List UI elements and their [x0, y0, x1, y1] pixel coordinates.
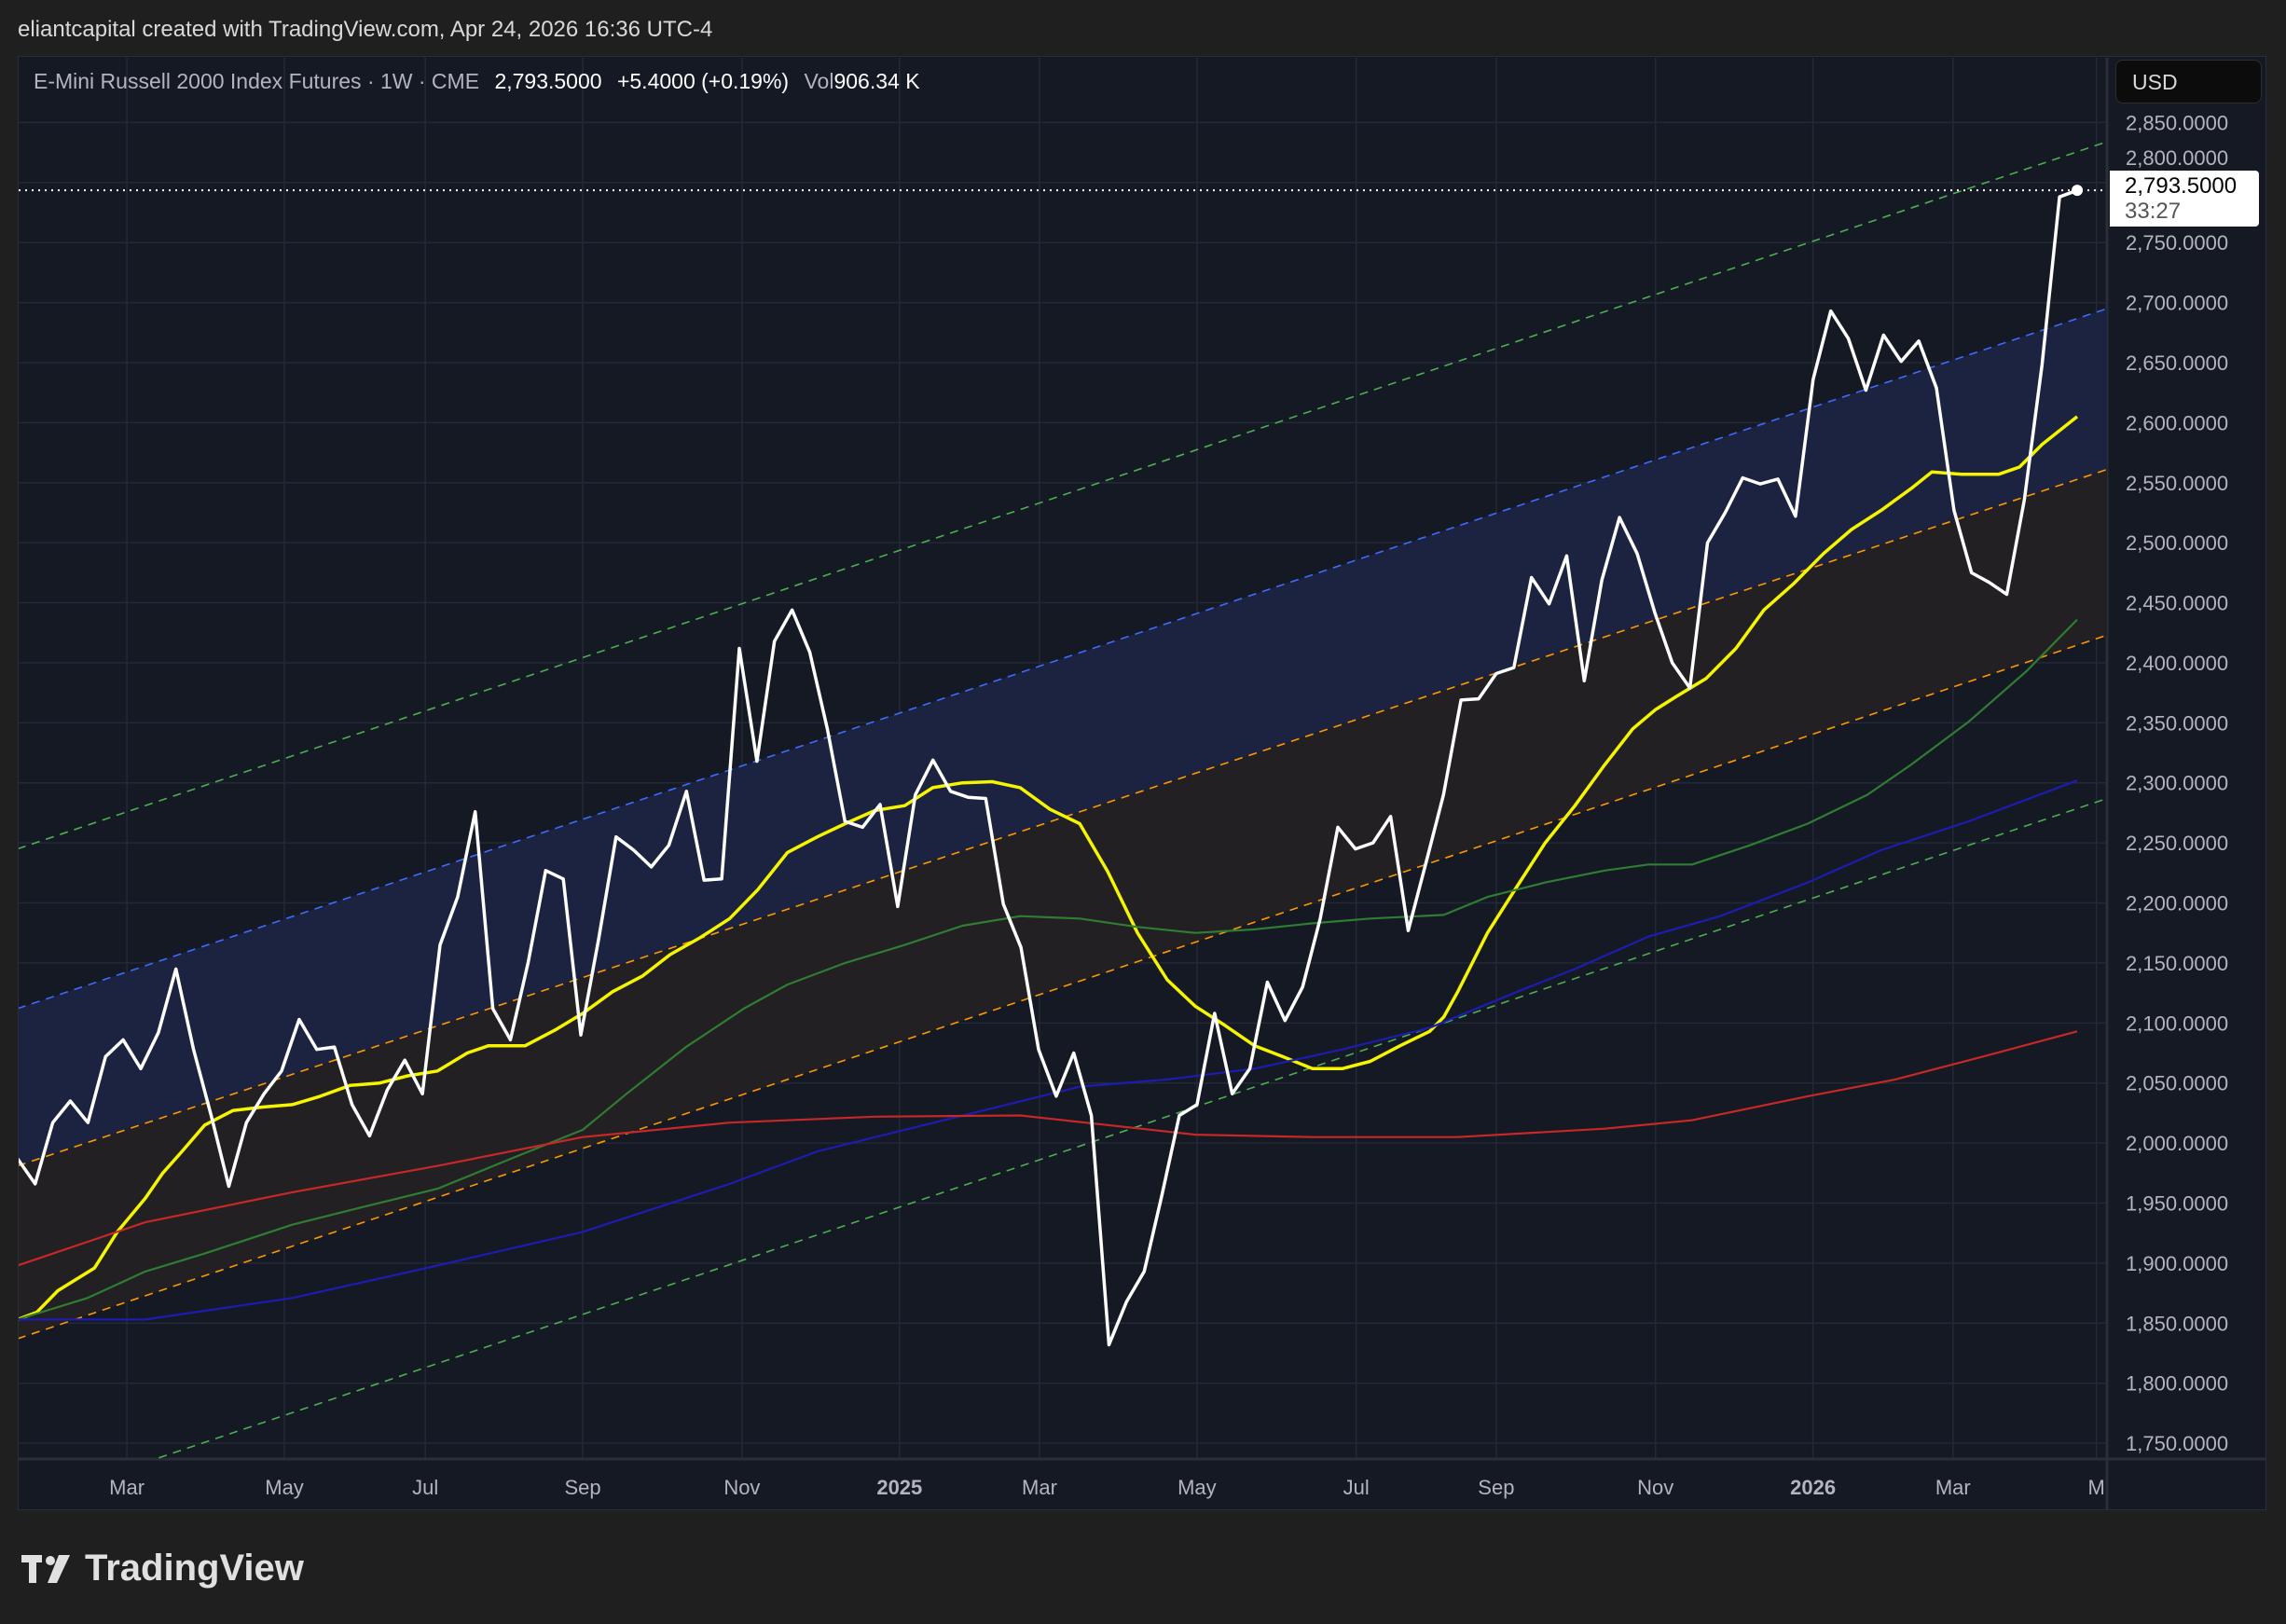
- last-price-tag: 2,793.5000 33:27: [2110, 171, 2259, 227]
- price-axis-label: 2,500.0000: [2126, 531, 2228, 555]
- tradingview-logo[interactable]: TradingView: [21, 1548, 304, 1590]
- price-axis-label: 2,400.0000: [2126, 652, 2228, 675]
- plot-area: [19, 141, 2107, 1459]
- price-axis-label: 1,750.0000: [2126, 1432, 2228, 1455]
- price-axis-label: 2,750.0000: [2126, 231, 2228, 255]
- time-axis-label: Nov: [723, 1476, 760, 1499]
- time-axis-label: Jul: [412, 1476, 438, 1499]
- price-axis-label: 1,950.0000: [2126, 1192, 2228, 1216]
- currency-button[interactable]: USD: [2115, 60, 2262, 103]
- price-axis-label: 2,000.0000: [2126, 1132, 2228, 1155]
- price-axis-label: 2,350.0000: [2126, 711, 2228, 735]
- time-axis-label: M: [2088, 1476, 2105, 1499]
- price-axis-label: 2,650.0000: [2126, 351, 2228, 375]
- time-axis-label: 2025: [876, 1476, 922, 1499]
- moving-average-red: [19, 1030, 2078, 1267]
- time-axis-label: Mar: [1935, 1476, 1971, 1499]
- price-axis-label: 2,850.0000: [2126, 111, 2228, 134]
- channel-line-upper-green: [19, 141, 2107, 850]
- bar-countdown: 33:27: [2125, 199, 2182, 224]
- price-axis-label: 2,050.0000: [2126, 1072, 2228, 1095]
- tradingview-logo-icon: [21, 1554, 70, 1583]
- price-axis-label: 2,200.0000: [2126, 892, 2228, 915]
- price-change: +5.4000 (+0.19%): [616, 69, 790, 93]
- price-axis-label: 2,300.0000: [2126, 772, 2228, 795]
- symbol-name[interactable]: E-Mini Russell 2000 Index Futures · 1W ·…: [34, 69, 480, 93]
- time-axis-label: 2026: [1790, 1476, 1836, 1499]
- channel-line-lower-green: [153, 797, 2107, 1459]
- price-axis-label: 2,150.0000: [2126, 952, 2228, 975]
- price-axis-label: 2,600.0000: [2126, 411, 2228, 434]
- time-axis-label: Nov: [1637, 1476, 1673, 1499]
- channel-line-blue: [19, 308, 2107, 1010]
- price-axis-label: 2,800.0000: [2126, 146, 2228, 170]
- price-axis-label: 2,700.0000: [2126, 292, 2228, 315]
- price-axis-label: 2,550.0000: [2126, 472, 2228, 495]
- last-price-tag-value: 2,793.5000: [2125, 173, 2238, 199]
- tradingview-logo-text: TradingView: [85, 1548, 304, 1589]
- time-axis-label: Mar: [1022, 1476, 1057, 1499]
- price-axis-label: 2,450.0000: [2126, 592, 2228, 615]
- channel-line-orange-upper: [19, 468, 2107, 1167]
- chart-credit: eliantcapital created with TradingView.c…: [18, 17, 713, 42]
- time-axis-label: Mar: [109, 1476, 145, 1499]
- time-axis-label: Sep: [1478, 1476, 1514, 1499]
- volume-label: Vol: [804, 69, 834, 93]
- last-price: 2,793.5000: [494, 69, 602, 93]
- channel-fill: [19, 469, 2107, 1339]
- time-axis-label: May: [265, 1476, 304, 1499]
- time-axis-label: Jul: [1343, 1476, 1370, 1499]
- price-axis-label: 2,100.0000: [2126, 1012, 2228, 1035]
- price-axis-label: 1,900.0000: [2126, 1252, 2228, 1275]
- moving-average-blue: [19, 779, 2078, 1321]
- channel-fill: [19, 309, 2107, 1166]
- price-line: [19, 188, 2078, 1347]
- price-axis-label: 1,850.0000: [2126, 1312, 2228, 1335]
- symbol-legend: E-Mini Russell 2000 Index Futures · 1W ·…: [34, 69, 920, 94]
- last-price-dot: [2072, 185, 2084, 197]
- volume-value: 906.34 K: [833, 69, 920, 93]
- moving-average-green: [19, 618, 2078, 1321]
- time-axis-label: Sep: [564, 1476, 600, 1499]
- moving-average-yellow: [19, 415, 2079, 1321]
- time-axis-label: May: [1177, 1476, 1217, 1499]
- price-axis-label: 2,250.0000: [2126, 832, 2228, 855]
- price-axis-label: 1,800.0000: [2126, 1372, 2228, 1396]
- channel-line-orange-lower: [19, 634, 2107, 1340]
